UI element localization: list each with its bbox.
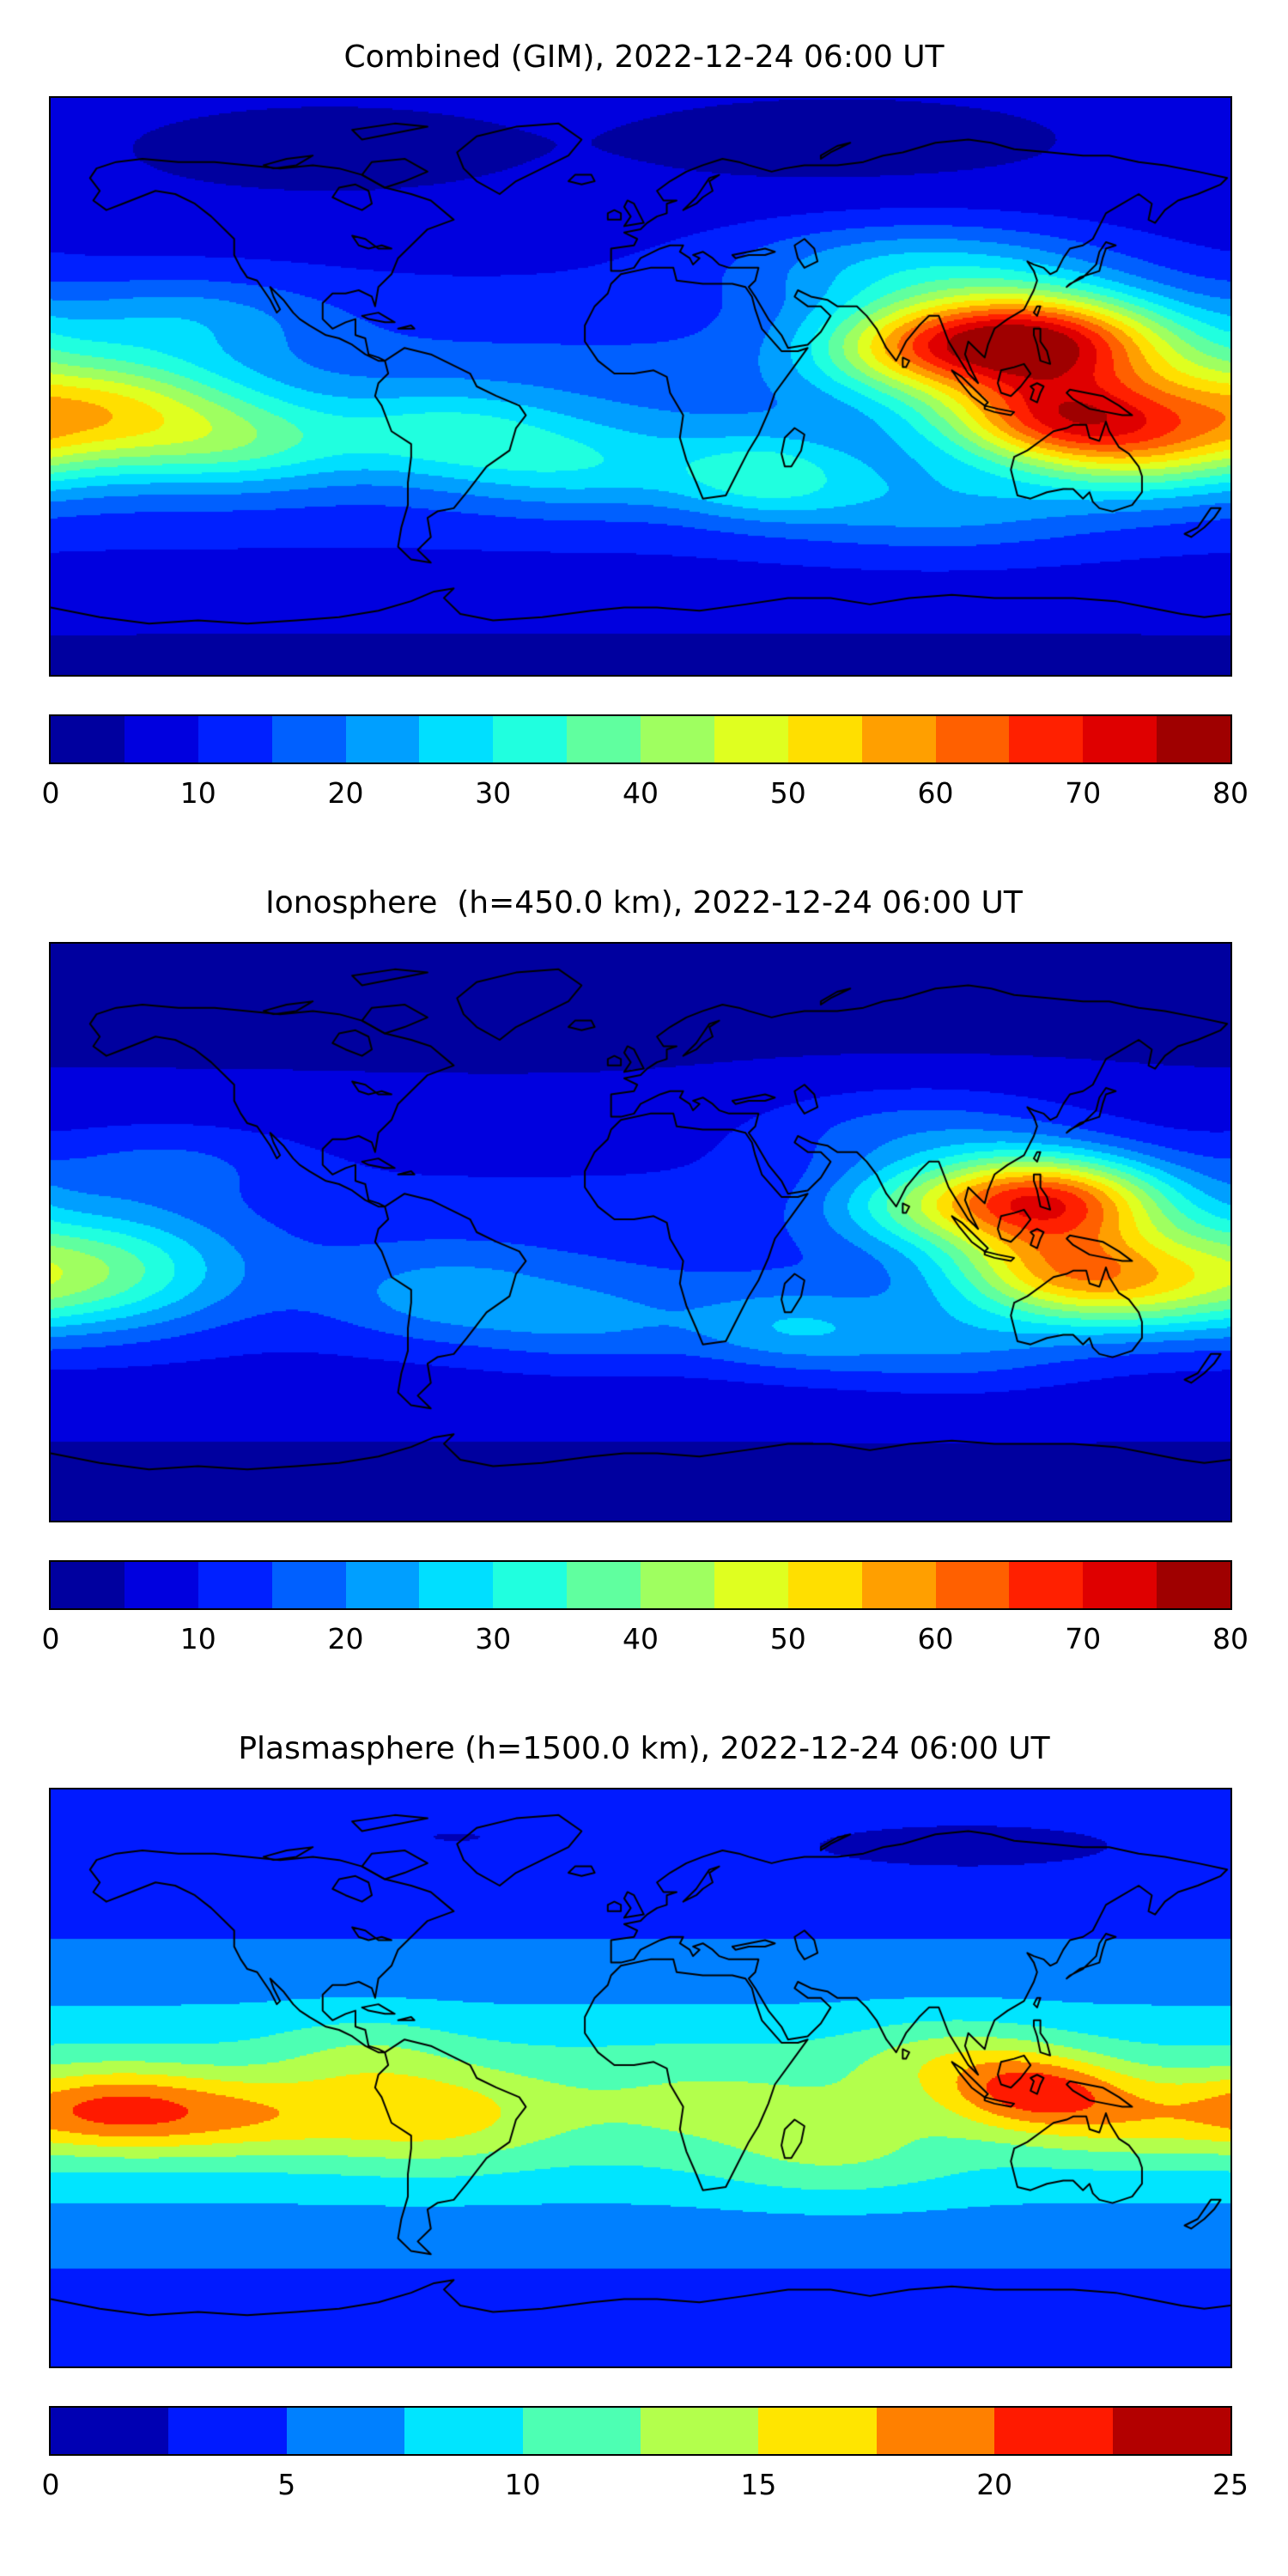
colorbar-tick-label: 0	[41, 2468, 60, 2501]
colorbar-tick-label: 30	[475, 776, 512, 810]
colorbar-band	[197, 1562, 272, 1608]
colorbar-band	[197, 716, 272, 762]
colorbar-tick-label: 80	[1212, 776, 1249, 810]
panel-plasmasphere: Plasmasphere (h=1500.0 km), 2022-12-24 0…	[0, 1692, 1288, 2537]
colorbar-band	[1009, 716, 1084, 762]
colorbar-band	[1083, 716, 1157, 762]
colorbar-ticks-ionosphere: 0 10 20 30 40 50 60 70 80	[42, 1619, 1249, 1658]
panel-combined: Combined (GIM), 2022-12-24 06:00 UT 0 10 2…	[0, 0, 1288, 846]
colorbar-band	[419, 1562, 494, 1608]
map-canvas-combined	[49, 96, 1232, 677]
colorbar-band	[758, 2408, 877, 2454]
colorbar-band	[493, 1562, 568, 1608]
colorbar-tick-label: 20	[327, 1622, 364, 1656]
colorbar-band	[641, 1562, 714, 1608]
colorbar-band	[876, 2408, 995, 2454]
colorbar-band	[419, 716, 494, 762]
colorbar-band	[51, 1562, 125, 1608]
colorbar-band	[861, 716, 936, 762]
colorbar-band	[1083, 1562, 1157, 1608]
colorbar-band	[787, 716, 862, 762]
colorbar-tick-label: 60	[917, 776, 954, 810]
colorbar-band	[714, 1562, 788, 1608]
colorbar-tick-label: 50	[769, 776, 806, 810]
colorbar-band	[51, 2408, 169, 2454]
colorbar-band	[1157, 716, 1230, 762]
colorbar-band	[994, 2408, 1113, 2454]
colorbar-tick-label: 5	[277, 2468, 296, 2501]
colorbar-band	[345, 716, 420, 762]
colorbar-tick-label: 80	[1212, 1622, 1249, 1656]
colorbar-combined	[49, 714, 1232, 764]
colorbar-band	[935, 1562, 1010, 1608]
colorbar-tick-label: 20	[327, 776, 364, 810]
colorbar-band	[404, 2408, 523, 2454]
colorbar-band	[861, 1562, 936, 1608]
colorbar-tick-label: 70	[1065, 776, 1102, 810]
panel-ionosphere: Ionosphere (h=450.0 km), 2022-12-24 06:0…	[0, 846, 1288, 1692]
colorbar-band	[787, 1562, 862, 1608]
colorbar-band	[345, 1562, 420, 1608]
colorbar-tick-label: 40	[623, 1622, 659, 1656]
colorbar-ticks-combined: 0 10 20 30 40 50 60 70 80	[42, 773, 1249, 812]
colorbar-band	[124, 716, 198, 762]
colorbar-band	[493, 716, 568, 762]
colorbar-tick-label: 30	[475, 1622, 512, 1656]
colorbar-ticks-plasmasphere: 0 5 10 15 20 25	[42, 2464, 1249, 2504]
colorbar-band	[124, 1562, 198, 1608]
colorbar-band	[641, 716, 714, 762]
colorbar-tick-label: 50	[769, 1622, 806, 1656]
panel-title-combined: Combined (GIM), 2022-12-24 06:00 UT	[343, 39, 945, 75]
colorbar-tick-label: 10	[504, 2468, 541, 2501]
colorbar-tick-label: 40	[623, 776, 659, 810]
colorbar-band	[271, 1562, 346, 1608]
colorbar-band	[1112, 2408, 1231, 2454]
colorbar-ionosphere	[49, 1560, 1232, 1610]
colorbar-band	[714, 716, 788, 762]
colorbar-tick-label: 25	[1212, 2468, 1249, 2501]
colorbar-band	[51, 716, 125, 762]
colorbar-tick-label: 15	[740, 2468, 777, 2501]
colorbar-tick-label: 20	[976, 2468, 1013, 2501]
colorbar-band	[641, 2408, 759, 2454]
map-canvas-ionosphere	[49, 942, 1232, 1522]
colorbar-tick-label: 0	[41, 776, 60, 810]
panel-title-plasmasphere: Plasmasphere (h=1500.0 km), 2022-12-24 0…	[238, 1731, 1050, 1766]
colorbar-band	[935, 716, 1010, 762]
colorbar-tick-label: 70	[1065, 1622, 1102, 1656]
colorbar-band	[1157, 1562, 1230, 1608]
colorbar-band	[567, 716, 641, 762]
colorbar-tick-label: 0	[41, 1622, 60, 1656]
colorbar-tick-label: 60	[917, 1622, 954, 1656]
colorbar-band	[271, 716, 346, 762]
colorbar-tick-label: 10	[179, 776, 216, 810]
panel-title-ionosphere: Ionosphere (h=450.0 km), 2022-12-24 06:0…	[265, 885, 1023, 920]
colorbar-band	[168, 2408, 287, 2454]
colorbar-band	[286, 2408, 405, 2454]
map-canvas-plasmasphere	[49, 1788, 1232, 2368]
colorbar-band	[522, 2408, 641, 2454]
colorbar-band	[1009, 1562, 1084, 1608]
colorbar-band	[567, 1562, 641, 1608]
colorbar-plasmasphere	[49, 2406, 1232, 2456]
colorbar-tick-label: 10	[179, 1622, 216, 1656]
